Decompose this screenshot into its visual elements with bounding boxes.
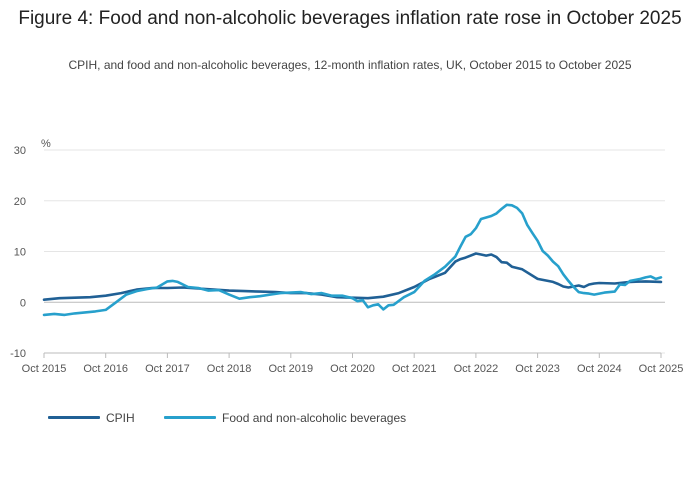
x-tick-label: Oct 2025: [639, 363, 684, 375]
x-tick-label: Oct 2022: [454, 363, 499, 375]
legend-label-food: Food and non-alcoholic beverages: [222, 410, 407, 425]
x-tick-label: Oct 2019: [268, 363, 313, 375]
y-axis-unit-label: %: [41, 138, 51, 150]
y-axis: -10 0 10 20 30: [10, 145, 26, 360]
chart-subtitle: CPIH, and food and non-alcoholic beverag…: [68, 58, 632, 72]
chart-title: Figure 4: Food and non-alcoholic beverag…: [18, 8, 682, 29]
y-tick-label: 20: [14, 196, 26, 208]
legend-swatch-food: [164, 416, 217, 419]
x-tick-label: Oct 2018: [207, 363, 252, 375]
y-tick-label: 10: [14, 247, 26, 259]
legend-item-food[interactable]: Food and non-alcoholic beverages: [164, 411, 406, 425]
x-tick-label: Oct 2020: [330, 363, 375, 375]
series-line-cpih[interactable]: [42, 252, 663, 302]
series-lines: [42, 203, 663, 317]
legend-label-cpih: CPIH: [106, 410, 135, 425]
x-tick-label: Oct 2016: [83, 363, 128, 375]
gridlines: [44, 149, 665, 354]
x-tick-label: Oct 2017: [145, 363, 190, 375]
x-tick-label: Oct 2024: [577, 363, 622, 375]
x-axis: Oct 2015 Oct 2016 Oct 2017 Oct 2018 Oct 2019…: [22, 352, 684, 375]
legend-item-cpih[interactable]: CPIH: [48, 411, 135, 425]
x-tick-label: Oct 2015: [22, 363, 67, 375]
y-tick-label: 0: [20, 297, 26, 309]
x-tick-label: Oct 2023: [515, 363, 560, 375]
series-line-food[interactable]: [42, 203, 663, 317]
y-tick-label: 30: [14, 145, 26, 157]
legend-swatch-cpih: [48, 416, 100, 419]
y-tick-label: -10: [10, 348, 26, 360]
legend: CPIH Food and non-alcoholic beverages: [48, 408, 432, 425]
x-tick-label: Oct 2021: [392, 363, 437, 375]
